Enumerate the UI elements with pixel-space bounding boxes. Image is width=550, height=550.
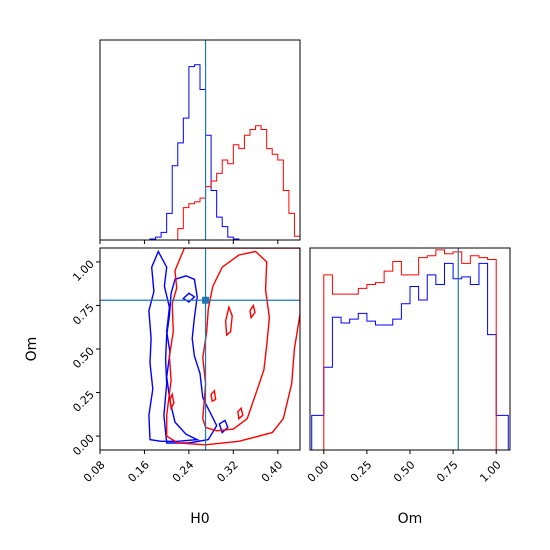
om-vs-h0-xtick-label: 0.24 [170, 458, 197, 485]
om-marginal-xtick-label: 0.75 [434, 458, 461, 485]
om-vs-h0-red-contour [202, 250, 271, 432]
om-vs-h0-blue-contour [148, 249, 200, 442]
om-vs-h0-red-contour [169, 391, 175, 411]
om-marginal-xtick-label: 0.00 [305, 458, 332, 485]
om-vs-h0-xtick-label: 0.32 [214, 458, 241, 485]
om-vs-h0-ytick-label: 0.25 [70, 388, 97, 415]
om-vs-h0-xtick-label: 0.16 [125, 458, 152, 485]
h0-xaxis-label: H0 [190, 511, 209, 527]
om-vs-h0-frame [99, 247, 301, 451]
om-marginal-red-histogram [311, 249, 509, 450]
om-vs-h0-blue-contour [163, 275, 218, 444]
om-marginal-blue-histogram [311, 262, 509, 450]
h0-marginal-blue-histogram [100, 64, 300, 240]
om-vs-h0-red-contour [224, 304, 233, 337]
om-vs-h0-xtick-label: 0.08 [81, 458, 108, 485]
om-vs-h0-red-contour [249, 303, 256, 320]
om-vs-h0-ytick-label: 0.75 [70, 301, 97, 328]
om-vs-h0-blue-contour [218, 419, 229, 434]
om-marginal-frame [309, 247, 511, 451]
om-vs-h0-ytick-label: 1.00 [70, 258, 97, 285]
om-marginal-xtick-label: 1.00 [477, 458, 504, 485]
om-vs-h0-red-contour [210, 389, 217, 403]
om-vs-h0-ytick-label: 0.50 [70, 345, 97, 372]
om-vs-h0-xtick-label: 0.40 [259, 458, 286, 485]
om-marginal-xtick-label: 0.25 [348, 458, 375, 485]
h0-marginal-red-histogram [100, 125, 300, 240]
h0-marginal-series-group [100, 40, 300, 240]
om-vs-h0-ytick-label: 0.00 [70, 432, 97, 459]
om-yaxis-label: Om [24, 337, 40, 362]
om-vs-h0-red-contour [166, 248, 300, 446]
h0-marginal-frame [99, 39, 301, 241]
om-vs-h0-truth-marker [202, 296, 210, 304]
om-vs-h0-series-group [100, 248, 300, 450]
om-marginal-xtick-label: 0.50 [391, 458, 418, 485]
om-vs-h0-red-contour [237, 406, 244, 421]
om-xaxis-label: Om [398, 511, 423, 527]
om-marginal-series-group [311, 248, 509, 450]
